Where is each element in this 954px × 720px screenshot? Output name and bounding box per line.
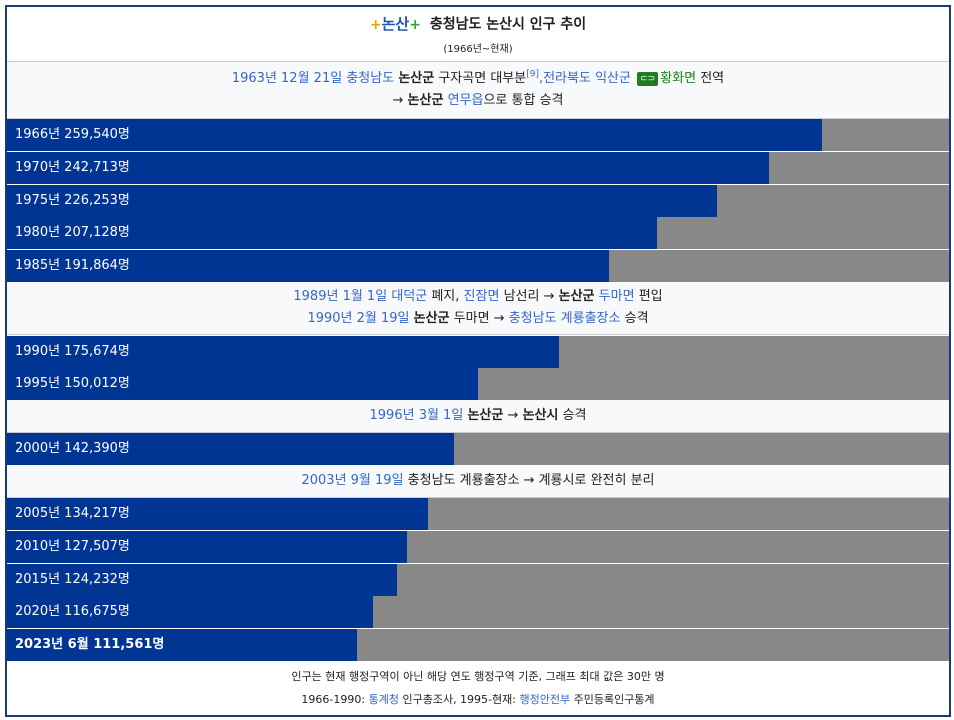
infobox-footer: 인구는 현재 행정구역이 아닌 해당 연도 행정구역 기준, 그래프 최대 값은… bbox=[7, 661, 949, 715]
link-duma[interactable]: 두마면 bbox=[598, 288, 635, 304]
link-daedeok[interactable]: 대덕군 bbox=[391, 288, 428, 304]
title-row: +논산+ 충청남도 논산시 인구 추이 bbox=[7, 15, 949, 34]
population-bar bbox=[7, 185, 717, 217]
population-bar bbox=[7, 336, 559, 368]
population-bar bbox=[7, 433, 454, 465]
link-date-1990[interactable]: 1990년 2월 19일 bbox=[307, 310, 410, 326]
population-infobox: +논산+ 충청남도 논산시 인구 추이 (1966년~현재) 1963년 12월… bbox=[5, 5, 951, 717]
bar-label: 1985년 191,864명 bbox=[15, 258, 130, 273]
link-date-1989[interactable]: 1989년 1월 1일 bbox=[293, 288, 388, 304]
link-date-1996[interactable]: 1996년 3월 1일 bbox=[369, 408, 464, 423]
note-1963: 1963년 12월 21일 충청남도 논산군 구자곡면 대부분[9],전라북도 … bbox=[7, 62, 949, 119]
note-2003: 2003년 9월 19일 충청남도 계룡출장소 → 계룡시로 완전히 분리 bbox=[7, 465, 949, 498]
link-kostat[interactable]: 통계청 bbox=[368, 693, 399, 706]
link-mois[interactable]: 행정안전부 bbox=[519, 693, 571, 706]
infobox-header: +논산+ 충청남도 논산시 인구 추이 (1966년~현재) bbox=[7, 7, 949, 62]
bar-label: 2000년 142,390명 bbox=[15, 441, 130, 456]
link-chungnam[interactable]: 충청남도 bbox=[346, 71, 395, 86]
bar-row-10: 2015년 124,232명 bbox=[7, 564, 949, 596]
bar-row-8: 2005년 134,217명 bbox=[7, 498, 949, 530]
bar-row-0: 1966년 259,540명 bbox=[7, 119, 949, 151]
bar-label: 1980년 207,128명 bbox=[15, 225, 130, 240]
bar-label: 1990년 175,674명 bbox=[15, 344, 130, 359]
bar-label: 1970년 242,713명 bbox=[15, 160, 130, 175]
link-hwanghwa[interactable]: 황화면 bbox=[660, 71, 697, 86]
bar-row-6: 1995년 150,012명 bbox=[7, 368, 949, 400]
link-yeonmu[interactable]: 연무읍 bbox=[447, 93, 484, 108]
chart-subtitle: (1966년~현재) bbox=[443, 44, 513, 55]
link-date-1963[interactable]: 1963년 12월 21일 bbox=[231, 71, 343, 86]
note-1989-1990: 1989년 1월 1일 대덕군 폐지, 진잠면 남선리 → 논산군 두마면 편입… bbox=[7, 281, 949, 335]
population-bar bbox=[7, 250, 609, 282]
link-date-2003[interactable]: 2003년 9월 19일 bbox=[301, 473, 404, 488]
footer-sources: 1966-1990: 통계청 인구총조사, 1995-현재: 행정안전부 주민등… bbox=[301, 693, 655, 706]
population-bar bbox=[7, 564, 397, 596]
bar-row-4: 1985년 191,864명 bbox=[7, 250, 949, 282]
population-bar bbox=[7, 498, 428, 530]
population-bar bbox=[7, 531, 407, 563]
population-bar bbox=[7, 596, 373, 628]
bar-row-12: 2023년 6월 111,561명 bbox=[7, 629, 949, 661]
chart-title: 충청남도 논산시 인구 추이 bbox=[429, 16, 587, 33]
ref-9[interactable]: [9] bbox=[526, 69, 539, 80]
bar-row-11: 2020년 116,675명 bbox=[7, 596, 949, 628]
bar-label: 1995년 150,012명 bbox=[15, 376, 130, 391]
bar-row-2: 1975년 226,253명 bbox=[7, 185, 949, 217]
bar-row-5: 1990년 175,674명 bbox=[7, 336, 949, 368]
nonsan-logo: +논산+ bbox=[369, 15, 421, 33]
population-bar bbox=[7, 629, 357, 661]
link-jeonbuk-iksan[interactable]: 전라북도 익산군 bbox=[543, 71, 631, 86]
link-jinjam[interactable]: 진잠면 bbox=[463, 288, 500, 304]
bar-label: 2023년 6월 111,561명 bbox=[15, 637, 165, 652]
bar-label: 2010년 127,507명 bbox=[15, 539, 130, 554]
bar-row-1: 1970년 242,713명 bbox=[7, 152, 949, 184]
county-nonsan: 논산군 bbox=[398, 71, 435, 86]
bar-label: 2015년 124,232명 bbox=[15, 572, 130, 587]
link-icon: ⊂⊃ bbox=[637, 72, 659, 86]
population-bar bbox=[7, 368, 478, 400]
population-bar bbox=[7, 152, 769, 184]
bar-label: 1975년 226,253명 bbox=[15, 193, 130, 208]
bar-label: 2020년 116,675명 bbox=[15, 604, 130, 619]
population-bar bbox=[7, 119, 822, 151]
note-1996: 1996년 3월 1일 논산군 → 논산시 승격 bbox=[7, 400, 949, 433]
bar-row-3: 1980년 207,128명 bbox=[7, 217, 949, 249]
bar-row-7: 2000년 142,390명 bbox=[7, 433, 949, 465]
link-gyeryong-office[interactable]: 충청남도 계룡출장소 bbox=[508, 310, 621, 326]
footer-note: 인구는 현재 행정구역이 아닌 해당 연도 행정구역 기준, 그래프 최대 값은… bbox=[291, 670, 665, 683]
bar-label: 2005년 134,217명 bbox=[15, 506, 130, 521]
population-bar bbox=[7, 217, 657, 249]
bar-row-9: 2010년 127,507명 bbox=[7, 531, 949, 563]
bar-label: 1966년 259,540명 bbox=[15, 127, 130, 142]
